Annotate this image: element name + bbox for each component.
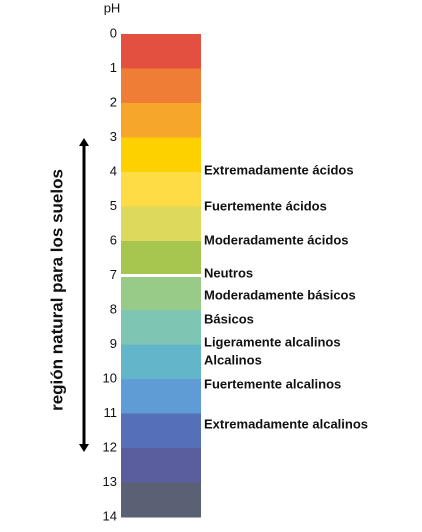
category-label: Básicos: [204, 311, 254, 326]
category-label: Moderadamente básicos: [204, 287, 356, 302]
ph-band: [121, 241, 201, 276]
ph-tick-label: 7: [110, 267, 117, 282]
ph-tick-label: 9: [110, 336, 117, 351]
category-label: Ligeramente alcalinos: [204, 334, 341, 349]
ph-tick-label: 6: [110, 232, 117, 247]
ph-band: [121, 344, 201, 380]
ph-band: [121, 310, 201, 345]
category-label: Extremadamente ácidos: [204, 162, 354, 177]
category-label: Neutros: [204, 265, 253, 280]
ph-tick-label: 1: [110, 60, 117, 75]
neutral-line: [121, 274, 201, 277]
ph-band: [121, 137, 201, 173]
ph-band: [121, 68, 201, 104]
ph-tick-label: 10: [103, 370, 117, 385]
ph-tick-label: 8: [110, 301, 117, 316]
ph-tick-label: 12: [103, 439, 117, 454]
side-label: región natural para los suelos: [47, 169, 66, 411]
ph-band: [121, 103, 201, 138]
ph-tick-label: 14: [103, 508, 117, 523]
ph-band: [121, 448, 201, 483]
ph-band: [121, 379, 201, 414]
category-label: Alcalinos: [204, 352, 262, 367]
ph-tick-label: 0: [110, 25, 117, 40]
ph-tick-label: 3: [110, 129, 117, 144]
ph-band: [121, 482, 201, 518]
ph-band: [121, 34, 201, 69]
ph-tick-label: 5: [110, 198, 117, 213]
ph-tick-label: 2: [110, 94, 117, 109]
category-label: Extremadamente alcalinos: [204, 416, 368, 431]
ph-band: [121, 275, 201, 311]
category-label: Moderadamente ácidos: [204, 232, 349, 247]
ph-tick-label: 13: [103, 474, 117, 489]
ph-band: [121, 172, 201, 207]
ph-tick-label: 4: [110, 163, 117, 178]
ph-tick-label: 11: [104, 405, 118, 420]
ph-band: [121, 206, 201, 242]
ph-band: [121, 413, 201, 449]
category-label: Fuertemente ácidos: [204, 198, 327, 213]
axis-label: pH: [104, 0, 121, 15]
category-label: Fuertemente alcalinos: [204, 376, 341, 391]
